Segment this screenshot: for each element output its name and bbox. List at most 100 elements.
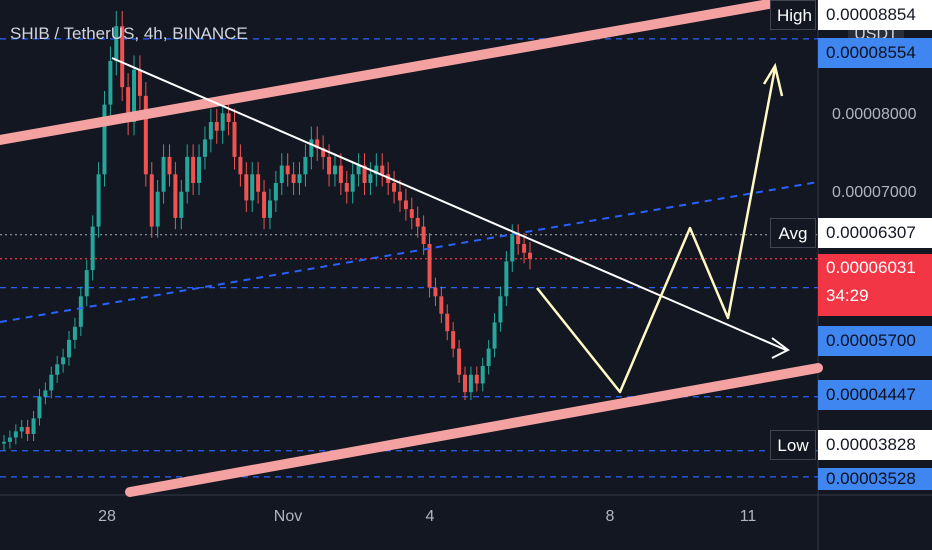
candle-body <box>409 209 414 218</box>
candle-body <box>462 374 467 393</box>
last-price-tag: 0.00006031 34:29 <box>818 254 932 316</box>
time-tick-label: Nov <box>273 508 303 525</box>
candle-body <box>267 200 272 218</box>
low-label: Low <box>770 430 816 460</box>
candle-body <box>250 174 255 201</box>
candle-body <box>445 313 450 332</box>
candle-body <box>108 61 113 105</box>
candle-body <box>238 156 243 175</box>
candle-body <box>451 331 456 349</box>
candle-body <box>96 174 101 227</box>
candle-body <box>421 226 426 245</box>
candle-body <box>327 156 332 175</box>
candle-body <box>7 437 12 442</box>
candle-body <box>309 139 314 157</box>
candle-body <box>392 183 397 192</box>
candle-body <box>262 191 267 218</box>
candle-body <box>67 339 72 358</box>
candle-body <box>350 174 355 192</box>
high-label: High <box>770 0 816 30</box>
candle-body <box>72 326 77 340</box>
candle-body <box>303 156 308 175</box>
candle-body <box>25 427 30 434</box>
channel-upper-line <box>0 0 785 145</box>
candle-body <box>202 139 207 157</box>
candle-body <box>126 87 131 123</box>
candle-body <box>480 366 485 384</box>
candle-body <box>137 69 142 96</box>
candle-body <box>297 174 302 184</box>
low-value: 0.00003828 <box>818 430 932 460</box>
level-price-tag: 0.00004447 <box>818 380 932 410</box>
candle-body <box>61 357 66 365</box>
candle-body <box>167 156 172 175</box>
last-price-value: 0.00006031 <box>826 258 916 277</box>
projection-arrowhead <box>762 62 784 97</box>
price-tick-label: 0.00008000 <box>832 106 917 123</box>
channel-mid-line <box>0 181 819 323</box>
candle-body <box>433 287 438 297</box>
level-price-tag: 0.00005700 <box>818 326 932 356</box>
descending-trendline <box>111 57 787 351</box>
candle-body <box>356 165 361 175</box>
candle-body <box>90 226 95 271</box>
candle-body <box>208 122 213 140</box>
candle-body <box>232 122 237 157</box>
candle-body <box>78 296 83 327</box>
candle-body <box>492 322 497 349</box>
candle-body <box>522 244 527 253</box>
candle-body <box>197 156 202 184</box>
candle-body <box>439 296 444 314</box>
avg-label: Avg <box>770 218 816 248</box>
bar-countdown: 34:29 <box>826 286 869 305</box>
candle-body <box>55 364 60 375</box>
candle-body <box>528 252 532 259</box>
candle-body <box>120 26 125 88</box>
candle-body <box>338 165 343 184</box>
price-tick-label: 0.00007000 <box>832 184 917 201</box>
high-value: 0.00008854 <box>818 0 932 30</box>
candle-body <box>380 165 385 175</box>
candle-body <box>486 348 491 367</box>
candle-body <box>114 26 119 62</box>
candle-body <box>155 191 160 227</box>
candle-body <box>474 374 479 384</box>
trendline-arrowhead <box>771 337 790 359</box>
candle-body <box>374 165 379 175</box>
candle-body <box>84 270 89 297</box>
candle-body <box>220 113 225 131</box>
candle-body <box>291 174 296 184</box>
level-price-tag: 0.00003528 <box>818 468 932 490</box>
channel-lower-line <box>125 363 823 497</box>
level-price-tag: 0.00008554 <box>818 38 932 68</box>
candle-body <box>510 235 515 262</box>
candle-body <box>173 174 178 218</box>
projection-path <box>536 67 777 394</box>
chart-title: SHIB / TetherUS, 4h, BINANCE <box>10 24 248 43</box>
candle-body <box>332 165 337 175</box>
candle-body <box>185 156 190 192</box>
candle-body <box>457 348 462 375</box>
candle-body <box>315 139 320 149</box>
candle-body <box>362 165 367 184</box>
candle-body <box>149 174 154 227</box>
candle-body <box>368 174 373 184</box>
candle-body <box>143 95 148 175</box>
candle-body <box>102 104 107 175</box>
time-tick-label: 8 <box>605 508 615 525</box>
candle-body <box>2 441 6 444</box>
candle-body <box>321 148 326 157</box>
candle-body <box>415 217 420 227</box>
candle-body <box>397 191 402 201</box>
candle-body <box>344 183 349 192</box>
candle-body <box>43 390 48 397</box>
candle-body <box>279 165 284 184</box>
candle-body <box>31 418 36 434</box>
candle-body <box>49 374 54 391</box>
candle-body <box>179 191 184 218</box>
avg-value: 0.00006307 <box>818 218 932 248</box>
candle-body <box>273 183 278 201</box>
candle-body <box>516 235 521 245</box>
candle-body <box>427 244 432 288</box>
